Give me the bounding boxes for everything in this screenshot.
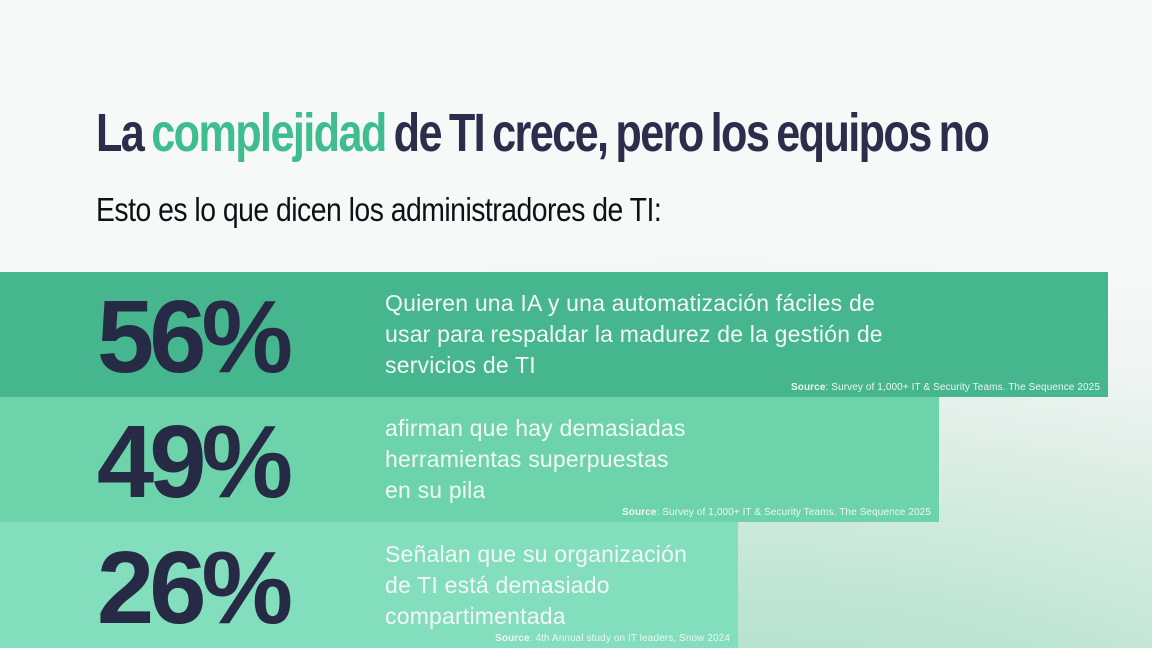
stat-value-26: 26% [96, 529, 293, 645]
stat-value-56: 56% [96, 279, 293, 394]
title-suffix: de TI crece, pero los equipos no [385, 103, 990, 163]
stat-description-49: afirman que hay demasiadas herramientas … [385, 415, 686, 503]
stat-bar-56: 56% Quieren una IA y una automatización … [0, 272, 1108, 397]
stat-source-49: Source: Survey of 1,000+ IT & Security T… [622, 507, 931, 518]
page-title: La complejidad de TI crece, pero los equ… [96, 103, 990, 163]
stat-source-56: Source: Survey of 1,000+ IT & Security T… [791, 382, 1100, 393]
slide-subtitle: Esto es lo que dicen los administradores… [96, 191, 662, 228]
stat-source-26: Source: 4th Annual study on IT leaders, … [495, 633, 730, 644]
stat-bar-26: 26% Señalan que su organización de TI es… [0, 522, 738, 648]
stat-description-26: Señalan que su organización de TI está d… [385, 540, 688, 629]
title-highlight: complejidad [151, 103, 387, 163]
stat-description-56: Quieren una IA y una automatización fáci… [385, 290, 883, 378]
source-label: Source [791, 382, 826, 393]
source-text: : Survey of 1,000+ IT & Security Teams. … [825, 382, 1100, 393]
source-text: : 4th Annual study on IT leaders, Snow 2… [529, 633, 730, 644]
stat-value-49: 49% [96, 404, 293, 519]
source-label: Source [495, 633, 530, 644]
source-label: Source [622, 507, 657, 518]
stat-bar-49: 49% afirman que hay demasiadas herramien… [0, 397, 939, 522]
source-text: : Survey of 1,000+ IT & Security Teams. … [656, 507, 931, 518]
stat-bars: 56% Quieren una IA y una automatización … [0, 272, 1152, 648]
title-prefix: La [96, 103, 152, 163]
